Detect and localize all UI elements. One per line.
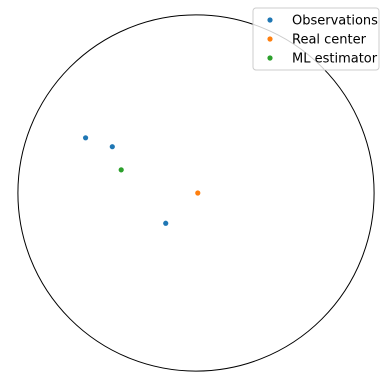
boundary-circle [17,14,375,372]
real-center-point-1 [195,190,201,196]
legend-marker-ml-estimator [267,55,273,61]
observations-point-3 [163,220,169,226]
legend-marker-real-center [267,36,273,42]
legend: Observations Real center ML estimator [252,7,380,71]
observations-point-1 [82,135,89,141]
legend-items: Observations Real center ML estimator [267,14,378,67]
observations-point-2 [109,144,115,150]
legend-label-ml-estimator: ML estimator [292,52,378,67]
data-points [82,135,201,226]
ml-estimator-point-1 [118,167,124,173]
legend-label-observations: Observations [292,14,378,29]
legend-label-real-center: Real center [292,33,367,48]
legend-box [252,7,380,71]
legend-marker-observations [267,17,273,23]
